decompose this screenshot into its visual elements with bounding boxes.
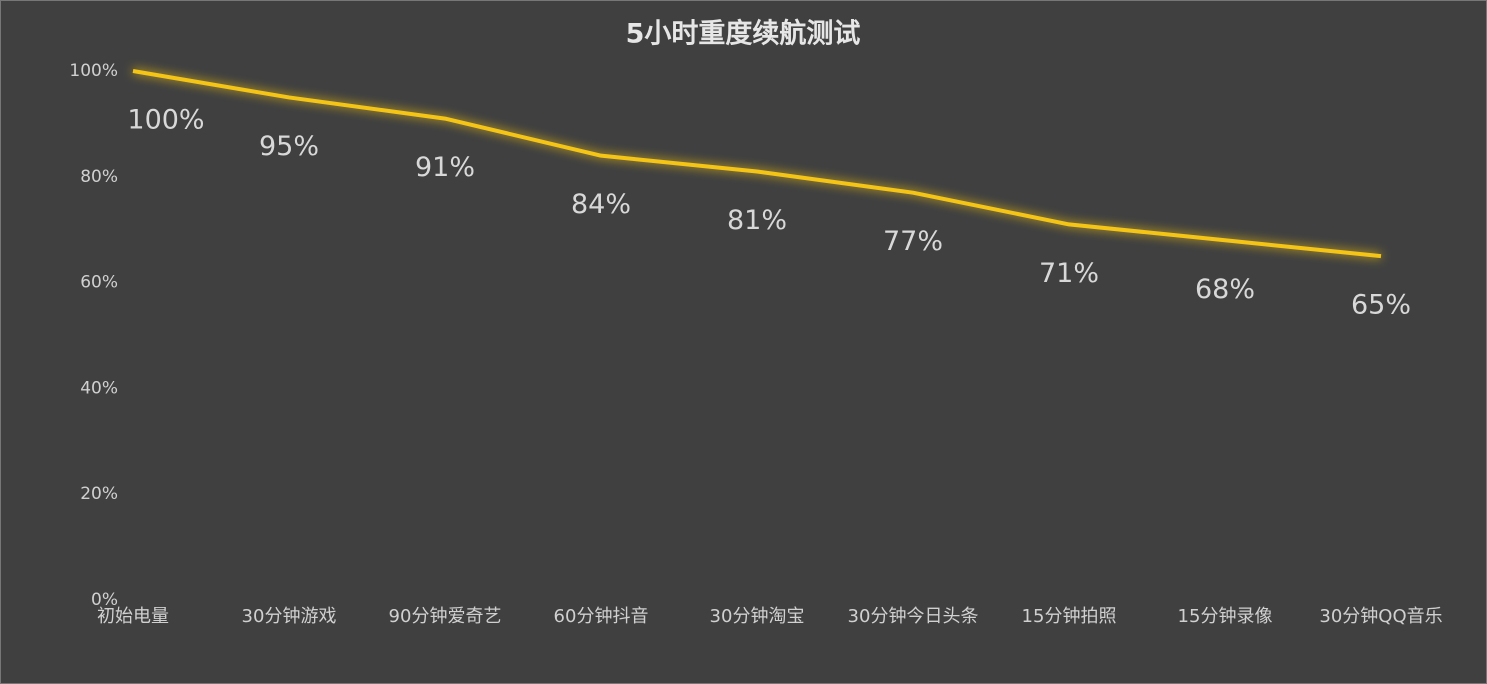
x-tick-label: 初始电量: [97, 606, 169, 627]
value-label: 77%: [883, 226, 943, 257]
x-tick-label: 15分钟录像: [1178, 606, 1273, 627]
x-tick-label: 60分钟抖音: [554, 606, 649, 627]
chart-title: 5小时重度续航测试: [626, 18, 861, 50]
value-label: 68%: [1195, 274, 1255, 305]
y-tick-label: 100%: [69, 61, 118, 81]
x-tick-label: 30分钟今日头条: [848, 606, 979, 627]
y-tick-label: 20%: [80, 484, 118, 504]
value-label: 71%: [1039, 258, 1099, 289]
value-label: 91%: [415, 152, 475, 183]
x-tick-label: 30分钟淘宝: [710, 606, 805, 627]
x-tick-label: 15分钟拍照: [1022, 606, 1117, 627]
y-tick-label: 0%: [91, 590, 118, 610]
value-label: 81%: [727, 205, 787, 236]
value-label: 95%: [259, 131, 319, 162]
y-tick-label: 40%: [80, 378, 118, 398]
y-tick-label: 80%: [80, 167, 118, 187]
value-label: 84%: [571, 189, 631, 220]
y-tick-label: 60%: [80, 273, 118, 293]
value-label: 65%: [1351, 290, 1411, 321]
data-line: [132, 69, 1382, 259]
x-tick-label: 90分钟爱奇艺: [389, 606, 502, 627]
value-label: 100%: [127, 105, 204, 136]
x-tick-label: 30分钟QQ音乐: [1319, 606, 1442, 627]
x-tick-label: 30分钟游戏: [242, 606, 337, 627]
